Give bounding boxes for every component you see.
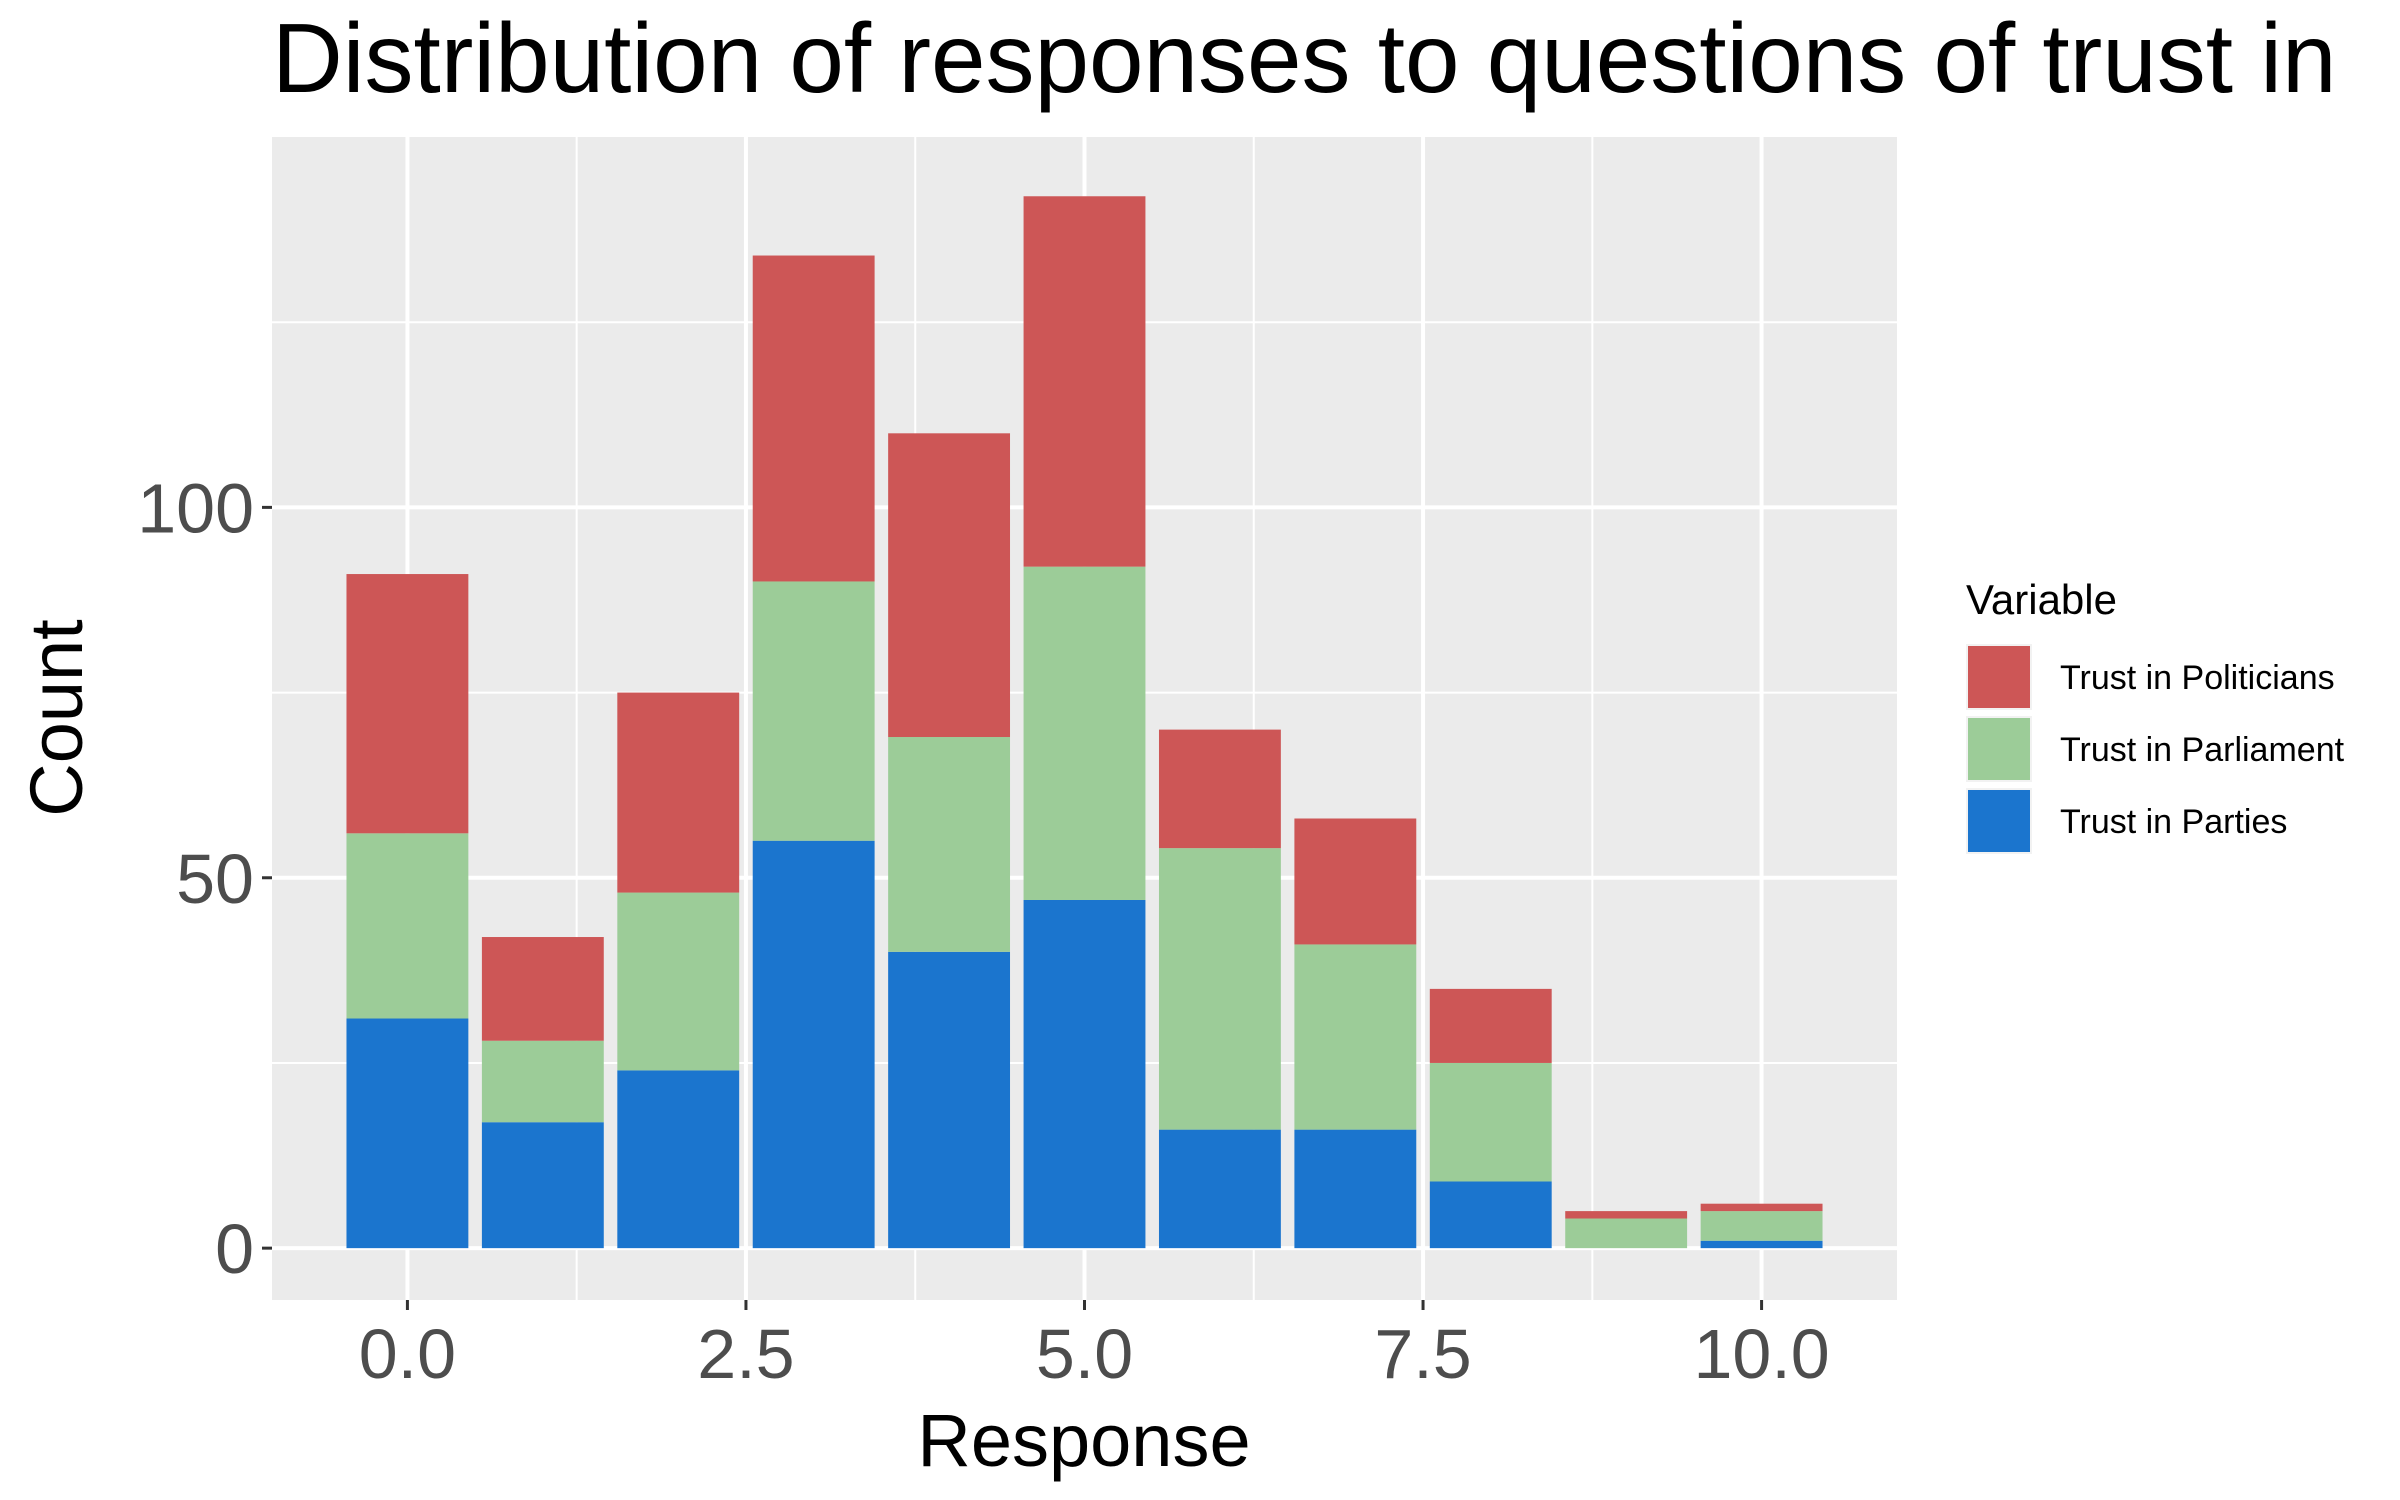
bar-trust-in-politicians	[1158, 729, 1281, 849]
legend-label: Trust in Politicians	[2060, 659, 2335, 697]
bar-trust-in-parliament	[481, 1040, 604, 1123]
legend-swatch	[1968, 646, 2030, 708]
bar-trust-in-parties	[1700, 1240, 1823, 1249]
x-axis-title: Response	[917, 1399, 1250, 1482]
bar-trust-in-politicians	[1700, 1203, 1823, 1212]
legend-swatch	[1968, 718, 2030, 780]
legend-swatch	[1968, 790, 2030, 852]
bar-trust-in-parliament	[1429, 1062, 1552, 1182]
axes: 0 50 100 0.0 2.5 5.0 7.5 10.0	[137, 469, 1830, 1393]
bar-trust-in-parties	[617, 1070, 740, 1249]
bar-trust-in-parliament	[1700, 1211, 1823, 1241]
bar-trust-in-parties	[1023, 899, 1146, 1249]
y-tick-label: 50	[176, 840, 254, 918]
bar-trust-in-politicians	[481, 937, 604, 1041]
x-tick-label: 10.0	[1693, 1315, 1829, 1393]
legend: Variable Trust in Politicians Trust in Pa…	[1966, 576, 2345, 854]
bar-trust-in-parliament	[752, 581, 875, 841]
bar-trust-in-parliament	[1158, 848, 1281, 1130]
bar-trust-in-parties	[1158, 1129, 1281, 1249]
x-tick-label: 5.0	[1036, 1315, 1133, 1393]
y-tick-label: 0	[215, 1210, 254, 1288]
bar-trust-in-parties	[1429, 1181, 1552, 1249]
x-tick-label: 7.5	[1374, 1315, 1471, 1393]
bar-trust-in-parliament	[1023, 566, 1146, 900]
bar-trust-in-politicians	[1294, 818, 1417, 945]
bar-trust-in-parties	[888, 951, 1011, 1249]
bar-trust-in-parties	[481, 1122, 604, 1249]
bar-trust-in-parliament	[346, 833, 469, 1019]
bar-trust-in-parties	[346, 1018, 469, 1249]
bar-trust-in-parties	[752, 840, 875, 1249]
bars	[346, 196, 1823, 1249]
bar-trust-in-politicians	[346, 574, 469, 834]
bar-trust-in-politicians	[1565, 1211, 1688, 1219]
legend-label: Trust in Parliament	[2060, 731, 2345, 769]
bar-trust-in-politicians	[752, 255, 875, 582]
bar-trust-in-politicians	[1429, 988, 1552, 1063]
y-axis-title: Count	[15, 619, 98, 817]
legend-label: Trust in Parties	[2060, 803, 2287, 841]
bar-trust-in-parliament	[888, 737, 1011, 952]
x-tick-label: 0.0	[359, 1315, 456, 1393]
x-tick-label: 2.5	[697, 1315, 794, 1393]
chart-title: Distribution of responses to questions o…	[272, 3, 2337, 113]
bar-trust-in-parties	[1294, 1129, 1417, 1249]
bar-trust-in-politicians	[888, 433, 1011, 738]
legend-title: Variable	[1966, 576, 2117, 623]
bar-trust-in-politicians	[617, 692, 740, 893]
bar-trust-in-politicians	[1023, 196, 1146, 567]
bar-trust-in-parliament	[1565, 1218, 1688, 1249]
bar-trust-in-parliament	[1294, 944, 1417, 1130]
y-tick-label: 100	[137, 469, 254, 547]
bar-trust-in-parliament	[617, 892, 740, 1071]
